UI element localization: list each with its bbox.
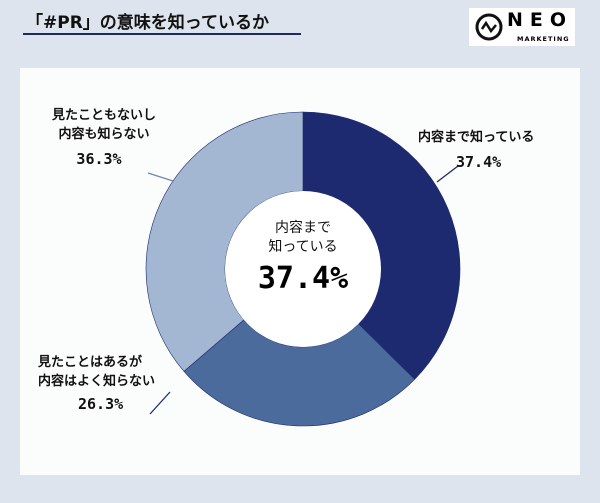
logo-text: NEO — [507, 9, 574, 31]
center-text: 知っている — [268, 239, 338, 255]
data-label: 36.3% — [76, 150, 122, 168]
donut-hole — [225, 191, 381, 347]
label-slice-1: 見たことはあるが 内容はよく知らない 26.3% — [38, 353, 155, 414]
label-slice-2: 見たこともないし 内容も知らない 36.3% — [52, 106, 156, 169]
center-value: 37.4% — [257, 261, 349, 296]
label-text: 見たこともないし — [52, 108, 157, 123]
title-underline — [23, 33, 301, 35]
label-text: 内容も知らない — [58, 127, 150, 142]
leader-line-2 — [147, 172, 174, 182]
data-label: 37.4% — [456, 153, 502, 171]
center-label: 内容まで 知っている 37.4% — [233, 219, 373, 296]
data-label: 26.3% — [78, 395, 124, 413]
neo-marketing-logo: NEO MARKETING — [469, 8, 575, 46]
logo-wave-icon — [475, 13, 503, 41]
label-slice-0: 内容まで知っている 37.4% — [418, 128, 534, 172]
center-text: 内容まで — [275, 220, 331, 236]
page-title: 「#PR」の意味を知っているか — [26, 13, 269, 33]
logo-subtext: MARKETING — [517, 35, 570, 43]
leader-line-1 — [149, 391, 171, 415]
label-text: 内容はよく知らない — [38, 374, 156, 389]
leader-line-0 — [436, 165, 459, 183]
label-text: 見たことはあるが — [38, 355, 143, 370]
label-text: 内容まで知っている — [418, 130, 535, 145]
